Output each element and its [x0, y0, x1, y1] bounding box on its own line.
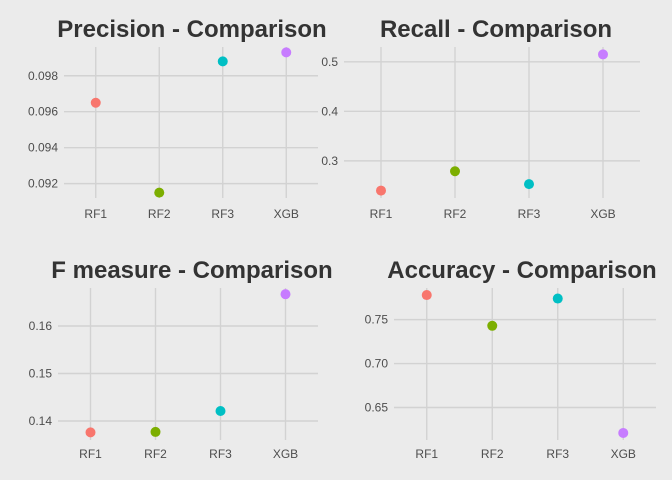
data-point: [598, 49, 608, 60]
x-tick-label: XGB: [590, 207, 615, 221]
x-tick-label: RF2: [148, 207, 171, 221]
data-point: [487, 320, 498, 331]
y-tick-label: 0.15: [29, 367, 53, 381]
data-point: [281, 47, 292, 58]
data-point: [376, 185, 386, 196]
x-tick-label: RF3: [211, 207, 234, 221]
x-tick-label: XGB: [273, 447, 298, 461]
y-tick-label: 0.3: [321, 154, 338, 168]
x-tick-label: RF2: [481, 447, 504, 461]
data-point: [85, 427, 96, 438]
y-tick-label: 0.75: [365, 313, 389, 327]
data-point: [215, 406, 226, 417]
x-tick-label: RF2: [144, 447, 167, 461]
data-point: [524, 179, 534, 190]
data-point: [280, 289, 291, 300]
x-tick-label: XGB: [611, 447, 636, 461]
x-tick-label: RF3: [209, 447, 232, 461]
y-tick-label: 0.5: [321, 55, 338, 69]
y-tick-label: 0.092: [28, 177, 58, 191]
y-tick-label: 0.094: [28, 141, 58, 155]
x-tick-label: XGB: [274, 207, 299, 221]
chart-title: Precision - Comparison: [57, 16, 326, 43]
y-tick-label: 0.098: [28, 69, 58, 83]
y-tick-label: 0.4: [321, 104, 338, 118]
data-point: [217, 56, 228, 67]
x-tick-label: RF1: [370, 207, 393, 221]
y-tick-label: 0.096: [28, 105, 58, 119]
data-point: [450, 166, 460, 177]
data-point: [154, 187, 165, 198]
chart-title: Accuracy - Comparison: [387, 257, 656, 284]
y-tick-label: 0.65: [365, 400, 389, 414]
x-tick-label: RF1: [84, 207, 107, 221]
data-point: [421, 290, 432, 301]
chart-title: Recall - Comparison: [380, 16, 612, 43]
x-tick-label: RF1: [415, 447, 438, 461]
x-tick-label: RF2: [444, 207, 467, 221]
chart-title: F measure - Comparison: [51, 257, 332, 284]
y-tick-label: 0.14: [29, 414, 53, 428]
y-tick-label: 0.16: [29, 319, 53, 333]
x-tick-label: RF1: [79, 447, 102, 461]
x-tick-label: RF3: [546, 447, 569, 461]
data-point: [90, 97, 101, 108]
data-point: [552, 293, 563, 304]
data-point: [150, 426, 161, 437]
y-tick-label: 0.70: [365, 357, 389, 371]
data-point: [618, 427, 629, 438]
x-tick-label: RF3: [518, 207, 541, 221]
